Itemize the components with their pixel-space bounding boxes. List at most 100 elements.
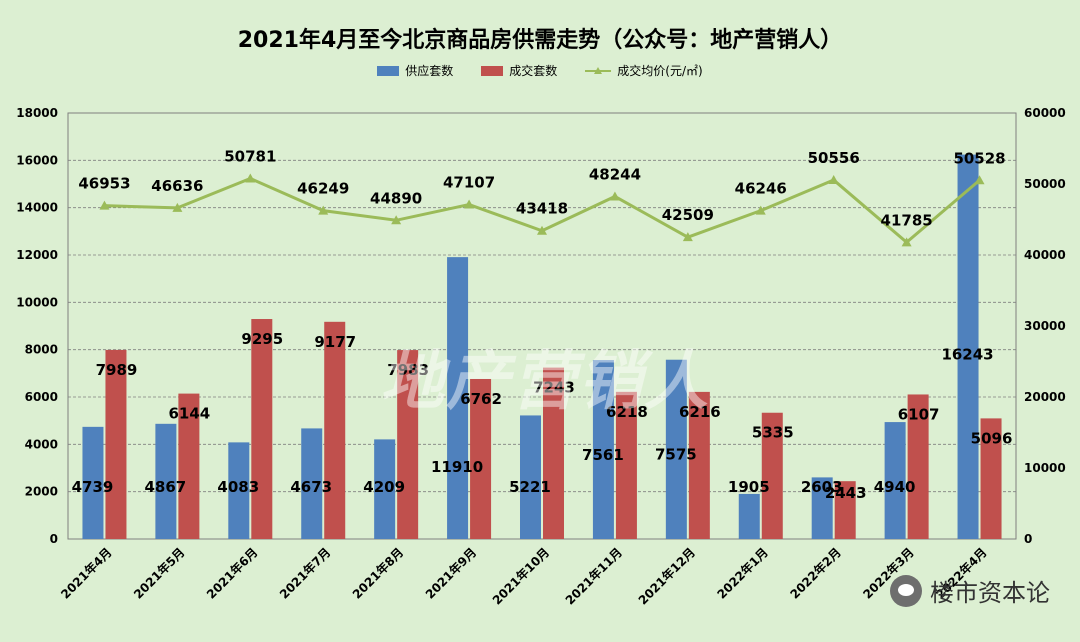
x-tick-label: 2021年11月	[562, 545, 625, 608]
brand-logo: 楼市资本论	[890, 573, 1050, 608]
point-price	[99, 200, 110, 210]
data-label-supply: 5221	[509, 478, 551, 496]
bar-deal	[907, 394, 929, 539]
x-tick-label: 2021年8月	[349, 545, 406, 602]
data-label-price: 46249	[297, 180, 349, 198]
brand-name: 楼市资本论	[930, 579, 1050, 607]
y-tick-left: 6000	[25, 390, 58, 404]
y-tick-right: 30000	[1024, 319, 1066, 333]
y-tick-left: 0	[50, 532, 58, 546]
data-label-supply: 1905	[728, 478, 770, 496]
data-label-price: 47107	[443, 174, 495, 192]
point-price	[609, 191, 620, 201]
bar-supply	[665, 359, 687, 539]
bar-deal	[543, 367, 564, 539]
data-label-supply: 16243	[941, 346, 993, 364]
bar-supply	[957, 154, 979, 539]
bar-deal	[980, 418, 1002, 539]
x-tick-label: 2021年6月	[203, 545, 260, 602]
y-tick-right: 40000	[1024, 248, 1066, 262]
x-tick-label: 2021年4月	[57, 545, 114, 602]
chart-legend: 供应套数 成交套数 成交均价(元/㎡)	[0, 62, 1080, 79]
legend-swatch-supply	[377, 65, 400, 76]
legend-swatch-deal	[481, 65, 504, 76]
data-label-deal: 6107	[898, 405, 940, 423]
data-label-deal: 2443	[825, 484, 867, 502]
y-tick-right: 10000	[1024, 461, 1066, 475]
point-price	[828, 175, 839, 185]
data-label-price: 43418	[516, 200, 568, 218]
bar-supply	[82, 426, 104, 539]
y-tick-right: 0	[1024, 532, 1032, 546]
x-tick-label: 2021年7月	[276, 545, 333, 602]
legend-item-deal: 成交套数	[481, 62, 557, 79]
x-tick-label: 2021年10月	[489, 545, 552, 608]
y-tick-right: 50000	[1024, 177, 1066, 191]
y-tick-left: 12000	[16, 248, 58, 262]
data-label-supply: 4083	[217, 478, 259, 496]
legend-label-supply: 供应套数	[405, 64, 454, 78]
point-price	[537, 225, 547, 235]
data-label-price: 46636	[151, 177, 203, 195]
data-label-deal: 6218	[606, 403, 648, 421]
bar-supply	[884, 422, 906, 539]
data-label-deal: 5335	[752, 424, 794, 442]
y-tick-right: 60000	[1024, 106, 1066, 120]
bar-supply	[228, 442, 250, 539]
y-tick-left: 10000	[16, 295, 58, 309]
chart-title: 2021年4月至今北京商品房供需走势（公众号：地产营销人）	[237, 28, 843, 53]
y-tick-left: 4000	[25, 437, 58, 451]
data-label-supply: 4739	[72, 478, 114, 496]
point-price	[464, 199, 475, 209]
data-label-deal: 5096	[971, 429, 1013, 447]
data-label-price: 50528	[953, 149, 1005, 167]
data-label-supply: 4867	[145, 478, 187, 496]
y-tick-left: 16000	[16, 153, 58, 167]
data-label-price: 42509	[662, 206, 714, 224]
y-tick-left: 2000	[25, 485, 58, 499]
bar-supply	[520, 415, 541, 539]
data-label-supply: 4673	[290, 478, 332, 496]
legend-label-price: 成交均价(元/㎡)	[617, 64, 703, 78]
bar-deal	[251, 319, 273, 539]
bar-supply	[301, 428, 323, 539]
data-label-price: 41785	[881, 211, 933, 229]
data-label-supply: 4209	[363, 478, 405, 496]
bar-deal	[470, 378, 492, 539]
data-label-deal: 6762	[460, 390, 502, 408]
legend-item-supply: 供应套数	[377, 62, 453, 79]
point-price	[901, 237, 912, 247]
data-label-deal: 9295	[241, 330, 283, 348]
y-tick-left: 14000	[16, 201, 58, 215]
data-label-price: 50781	[224, 147, 276, 165]
plot-area	[67, 112, 1017, 540]
y-tick-right: 20000	[1024, 390, 1066, 404]
bar-supply	[811, 477, 833, 539]
bar-deal	[178, 393, 200, 539]
data-label-supply: 4940	[874, 478, 916, 496]
y-tick-left: 18000	[16, 106, 58, 120]
data-label-deal: 6144	[169, 405, 211, 423]
data-label-price: 46953	[78, 175, 130, 193]
point-price	[172, 202, 183, 212]
data-label-price: 50556	[808, 149, 860, 167]
point-price	[682, 232, 693, 242]
bar-deal	[761, 412, 783, 539]
legend-label-deal: 成交套数	[509, 64, 558, 78]
legend-swatch-price	[585, 66, 612, 74]
data-label-price: 46246	[735, 180, 787, 198]
bar-deal	[105, 349, 127, 539]
bar-deal	[688, 391, 710, 539]
data-label-deal: 7989	[96, 361, 138, 379]
point-price	[245, 173, 256, 183]
legend-item-price: 成交均价(元/㎡)	[585, 62, 703, 79]
data-label-supply: 7561	[582, 446, 624, 464]
data-label-deal: 9177	[314, 333, 356, 351]
bar-supply	[592, 360, 614, 539]
x-tick-label: 2022年2月	[787, 545, 844, 602]
bar-deal	[615, 391, 637, 539]
data-label-deal: 7243	[533, 379, 575, 397]
data-label-price: 44890	[370, 189, 422, 207]
x-tick-label: 2021年5月	[130, 545, 187, 602]
